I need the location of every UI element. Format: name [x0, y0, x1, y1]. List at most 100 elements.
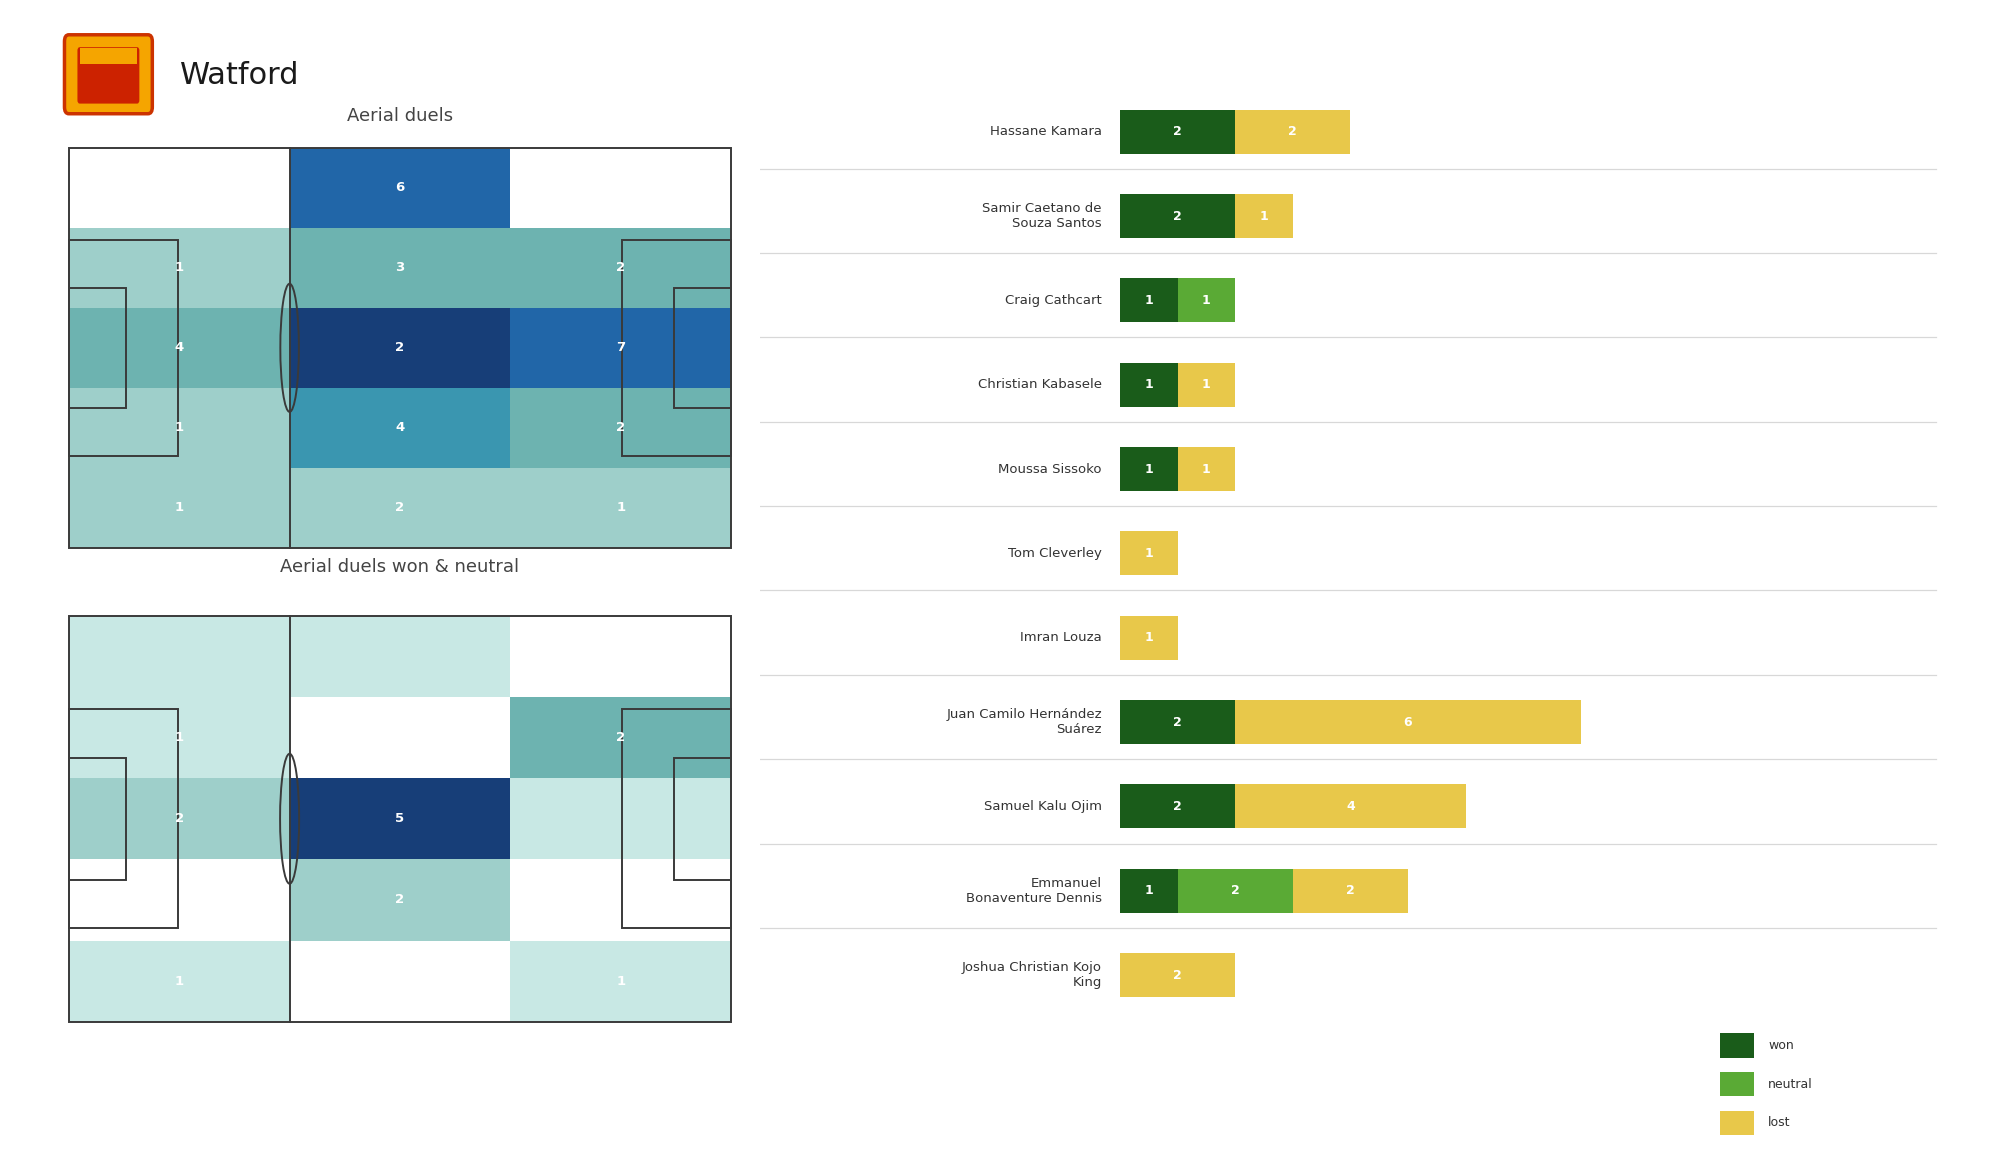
- Bar: [68, 228, 290, 308]
- Bar: [1120, 868, 1178, 913]
- Bar: [1178, 278, 1236, 322]
- Bar: [510, 468, 732, 548]
- Text: 7: 7: [616, 341, 626, 355]
- Bar: [1178, 868, 1292, 913]
- Bar: [674, 288, 732, 408]
- Text: Emmanuel
Bonaventure Dennis: Emmanuel Bonaventure Dennis: [966, 877, 1102, 905]
- Bar: [1120, 363, 1178, 407]
- Bar: [68, 148, 290, 228]
- Bar: [510, 859, 732, 940]
- Text: neutral: neutral: [1768, 1077, 1812, 1090]
- Bar: [1120, 448, 1178, 491]
- Bar: [510, 308, 732, 388]
- Text: 1: 1: [1260, 209, 1268, 222]
- Bar: [674, 758, 732, 880]
- Bar: [510, 616, 732, 697]
- Bar: [510, 778, 732, 859]
- Text: Imran Louza: Imran Louza: [1020, 631, 1102, 644]
- Text: 2: 2: [1174, 126, 1182, 139]
- Bar: [68, 616, 290, 697]
- Bar: [290, 148, 510, 228]
- Text: 5: 5: [396, 812, 404, 825]
- Text: 2: 2: [396, 893, 404, 906]
- Bar: [68, 468, 290, 548]
- Text: 1: 1: [1202, 378, 1210, 391]
- Text: 4: 4: [1346, 800, 1354, 813]
- Text: 1: 1: [1144, 631, 1154, 644]
- Text: 1: 1: [174, 502, 184, 515]
- Text: 1: 1: [174, 422, 184, 435]
- Text: Craig Cathcart: Craig Cathcart: [1006, 294, 1102, 307]
- Text: 2: 2: [616, 731, 626, 744]
- Text: Christian Kabasele: Christian Kabasele: [978, 378, 1102, 391]
- Bar: [1120, 531, 1178, 576]
- Text: 2: 2: [1174, 800, 1182, 813]
- Bar: [290, 859, 510, 940]
- Text: 6: 6: [396, 181, 404, 194]
- Text: 4: 4: [174, 341, 184, 355]
- Bar: [510, 148, 732, 228]
- Text: lost: lost: [1768, 1116, 1790, 1129]
- Bar: [290, 940, 510, 1022]
- Bar: [510, 228, 732, 308]
- FancyBboxPatch shape: [64, 35, 152, 114]
- Bar: [1120, 194, 1236, 239]
- Text: 2: 2: [1288, 126, 1298, 139]
- Bar: [1120, 953, 1236, 998]
- Text: won: won: [1768, 1039, 1794, 1052]
- Bar: [510, 697, 732, 778]
- Text: Watford: Watford: [180, 61, 300, 90]
- Text: 2: 2: [616, 422, 626, 435]
- Text: 2: 2: [174, 812, 184, 825]
- Bar: [68, 697, 290, 778]
- Bar: [1236, 109, 1350, 154]
- Bar: [1178, 363, 1236, 407]
- Bar: [1236, 785, 1466, 828]
- Bar: [68, 940, 290, 1022]
- Text: Aerial duels won & neutral: Aerial duels won & neutral: [280, 558, 520, 576]
- Text: Tom Cleverley: Tom Cleverley: [1008, 546, 1102, 559]
- Bar: [68, 288, 126, 408]
- Bar: [1178, 448, 1236, 491]
- Bar: [1120, 278, 1178, 322]
- Bar: [290, 778, 510, 859]
- Bar: [622, 240, 732, 456]
- Text: 1: 1: [174, 731, 184, 744]
- Text: 2: 2: [396, 341, 404, 355]
- Text: 1: 1: [616, 502, 626, 515]
- Text: 2: 2: [396, 502, 404, 515]
- Text: 2: 2: [1230, 885, 1240, 898]
- Text: 1: 1: [1144, 463, 1154, 476]
- Text: Moussa Sissoko: Moussa Sissoko: [998, 463, 1102, 476]
- Bar: [68, 778, 290, 859]
- Bar: [1236, 700, 1580, 744]
- Text: 1: 1: [1144, 546, 1154, 559]
- Bar: [68, 616, 732, 1022]
- Text: 2: 2: [1346, 885, 1354, 898]
- Bar: [80, 48, 138, 65]
- Text: Hassane Kamara: Hassane Kamara: [990, 126, 1102, 139]
- Text: 2: 2: [1174, 716, 1182, 728]
- Text: 6: 6: [1404, 716, 1412, 728]
- Bar: [1720, 1072, 1754, 1096]
- Bar: [68, 388, 290, 468]
- Bar: [1120, 109, 1236, 154]
- Bar: [510, 940, 732, 1022]
- Bar: [68, 148, 732, 548]
- Text: 3: 3: [396, 261, 404, 274]
- Text: Juan Camilo Hernández
Suárez: Juan Camilo Hernández Suárez: [946, 709, 1102, 736]
- Bar: [290, 616, 510, 697]
- Text: 1: 1: [1144, 378, 1154, 391]
- Bar: [1720, 1033, 1754, 1058]
- Bar: [290, 228, 510, 308]
- Bar: [290, 468, 510, 548]
- Text: Samir Caetano de
Souza Santos: Samir Caetano de Souza Santos: [982, 202, 1102, 230]
- Text: 1: 1: [174, 261, 184, 274]
- Text: 4: 4: [396, 422, 404, 435]
- Text: 1: 1: [1202, 463, 1210, 476]
- Bar: [1236, 194, 1292, 239]
- Bar: [1120, 616, 1178, 659]
- Text: 1: 1: [1144, 885, 1154, 898]
- Bar: [68, 758, 126, 880]
- Bar: [290, 697, 510, 778]
